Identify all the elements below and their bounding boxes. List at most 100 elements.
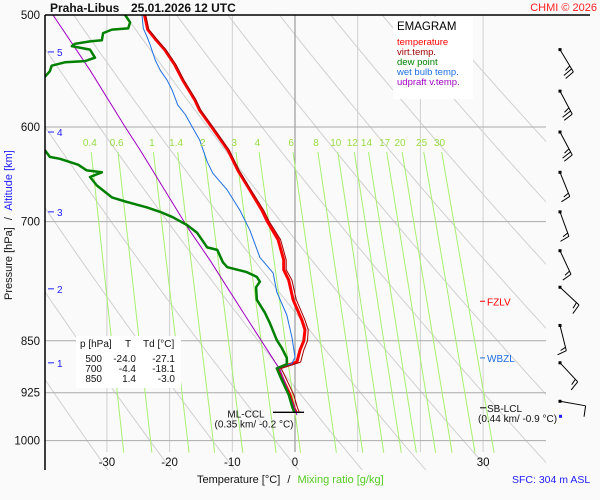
- barb-feather: [560, 235, 570, 242]
- mixing-ratio-line: [337, 151, 385, 453]
- dry-adiabat: [278, 15, 546, 330]
- y-tick-label: 925: [21, 388, 40, 400]
- barb-feather: [565, 65, 571, 71]
- mixing-ratio-label: 17: [379, 138, 391, 149]
- table-cell: -18.1: [152, 364, 175, 375]
- mixing-ratio-label: 10: [330, 138, 342, 149]
- sb-lcl-detail: (0.44 km/ -0.9 °C): [478, 414, 557, 425]
- table-cell: 500: [85, 354, 102, 365]
- table-cell: -4.4: [119, 364, 137, 375]
- legend-item: udpraft v.temp.: [397, 77, 460, 88]
- barb-staff: [559, 400, 586, 407]
- barb-feather: [561, 195, 571, 203]
- mixing-ratio-line: [367, 151, 417, 453]
- x-tick-label: -10: [224, 457, 241, 469]
- y-axis-sep: /: [3, 216, 15, 220]
- mixing-ratio-label: 0.4: [83, 138, 97, 149]
- mixing-ratio-line: [292, 151, 337, 453]
- wind-barbs: [557, 48, 587, 417]
- legend-item: temperature: [397, 37, 448, 48]
- barb-feather: [564, 148, 570, 154]
- y-axis-pressure-label: Pressure [hPa]: [3, 227, 15, 300]
- mixing-ratio-line: [353, 151, 402, 453]
- altitude-label: 2: [57, 285, 63, 296]
- barb-staff: [559, 362, 579, 383]
- x-axis-sep: /: [287, 474, 291, 486]
- mixing-ratio-label: 1.4: [169, 138, 183, 149]
- mixing-ratio-label: 6: [288, 138, 294, 149]
- dry-adiabat: [432, 15, 546, 143]
- barb-staff: [559, 250, 572, 275]
- legend-item: dew point: [397, 57, 438, 68]
- udpraft-v-temp-line: [52, 15, 298, 416]
- dry-adiabat: [227, 15, 546, 396]
- station-name: Praha-Libus: [50, 1, 120, 15]
- dry-adiabat: [73, 15, 427, 470]
- barb-feather: [572, 302, 577, 309]
- mixing-ratio-label: 12: [347, 138, 359, 149]
- y-tick-label: 700: [21, 217, 40, 229]
- mixing-ratio-label: 20: [394, 138, 406, 149]
- wind-barb: [558, 285, 580, 314]
- dry-adiabat: [45, 206, 236, 470]
- table-header: p [hPa]: [80, 339, 112, 350]
- dry-adiabat: [124, 15, 491, 470]
- x-tick-label: -30: [99, 457, 116, 469]
- wind-barb: [558, 170, 571, 203]
- wind-barb: [557, 323, 567, 356]
- wind-barb: [558, 361, 579, 391]
- mixing-ratio-label: 1: [149, 138, 155, 149]
- altitude-label: 3: [57, 208, 63, 219]
- y-tick-label: 1000: [14, 436, 40, 448]
- dry-adiabat: [330, 15, 546, 265]
- dry-adiabat: [45, 291, 173, 470]
- legend-item: virt.temp.: [397, 47, 436, 58]
- barb-feather: [562, 110, 571, 118]
- table-header: Td [°C]: [143, 339, 174, 350]
- barb-feather: [557, 350, 567, 356]
- table-cell: -24.0: [113, 354, 136, 365]
- barb-feather: [571, 378, 576, 385]
- dew-point-line: [45, 15, 132, 78]
- wind-barb: [558, 89, 573, 121]
- mixing-ratio-line: [441, 151, 495, 453]
- dew-point-line: [45, 149, 296, 413]
- mixing-ratio-line: [117, 151, 153, 453]
- barb-feather: [572, 304, 580, 314]
- wbzl-label: WBZL: [487, 354, 515, 365]
- y-tick-label: 600: [21, 122, 40, 134]
- ml-ccl-label: ML-CCL: [227, 409, 265, 420]
- x-tick-label: 30: [477, 457, 490, 469]
- mixing-ratio-label: 8: [313, 138, 319, 149]
- barb-staff: [559, 286, 580, 306]
- wind-barb: [558, 399, 587, 417]
- sb-lcl-label: SB-LCL: [487, 404, 522, 415]
- mixing-ratio-label: 25: [416, 138, 428, 149]
- barb-staff: [559, 90, 573, 115]
- mixing-ratio-line: [317, 151, 364, 453]
- x-axis-mixing-label: Mixing ratio [g/kg]: [297, 474, 383, 486]
- y-axis-title: Pressure [hPa] / Altitude [km]: [3, 150, 15, 300]
- dry-adiabat: [381, 15, 546, 203]
- barb-feather: [564, 270, 570, 276]
- barb-feather: [563, 68, 572, 76]
- dry-adiabat: [175, 15, 546, 464]
- x-axis-temperature-label: Temperature [°C]: [197, 474, 280, 486]
- wind-barb: [558, 48, 574, 79]
- values-table: p [hPa] T Td [°C] 500 -24.0 -27.1 700 -4.4 -18.1…: [80, 339, 175, 385]
- virt-temp-line: [145, 15, 309, 413]
- altitude-label: 1: [57, 359, 63, 370]
- barb-feather: [562, 151, 571, 159]
- mixing-ratio-line: [152, 151, 190, 453]
- x-tick-label: 0: [292, 457, 298, 469]
- barb-feather: [560, 346, 566, 351]
- mixing-ratio-line: [177, 151, 216, 453]
- barb-feather: [563, 154, 573, 162]
- datetime: 25.01.2026 12 UTC: [131, 1, 236, 15]
- mixing-ratio-line: [401, 151, 453, 453]
- mixing-ratio-label: 4: [255, 138, 261, 149]
- barb-feather: [562, 232, 569, 238]
- mixing-ratio-line: [235, 151, 277, 453]
- y-axis-altitude-label: Altitude [km]: [3, 150, 15, 211]
